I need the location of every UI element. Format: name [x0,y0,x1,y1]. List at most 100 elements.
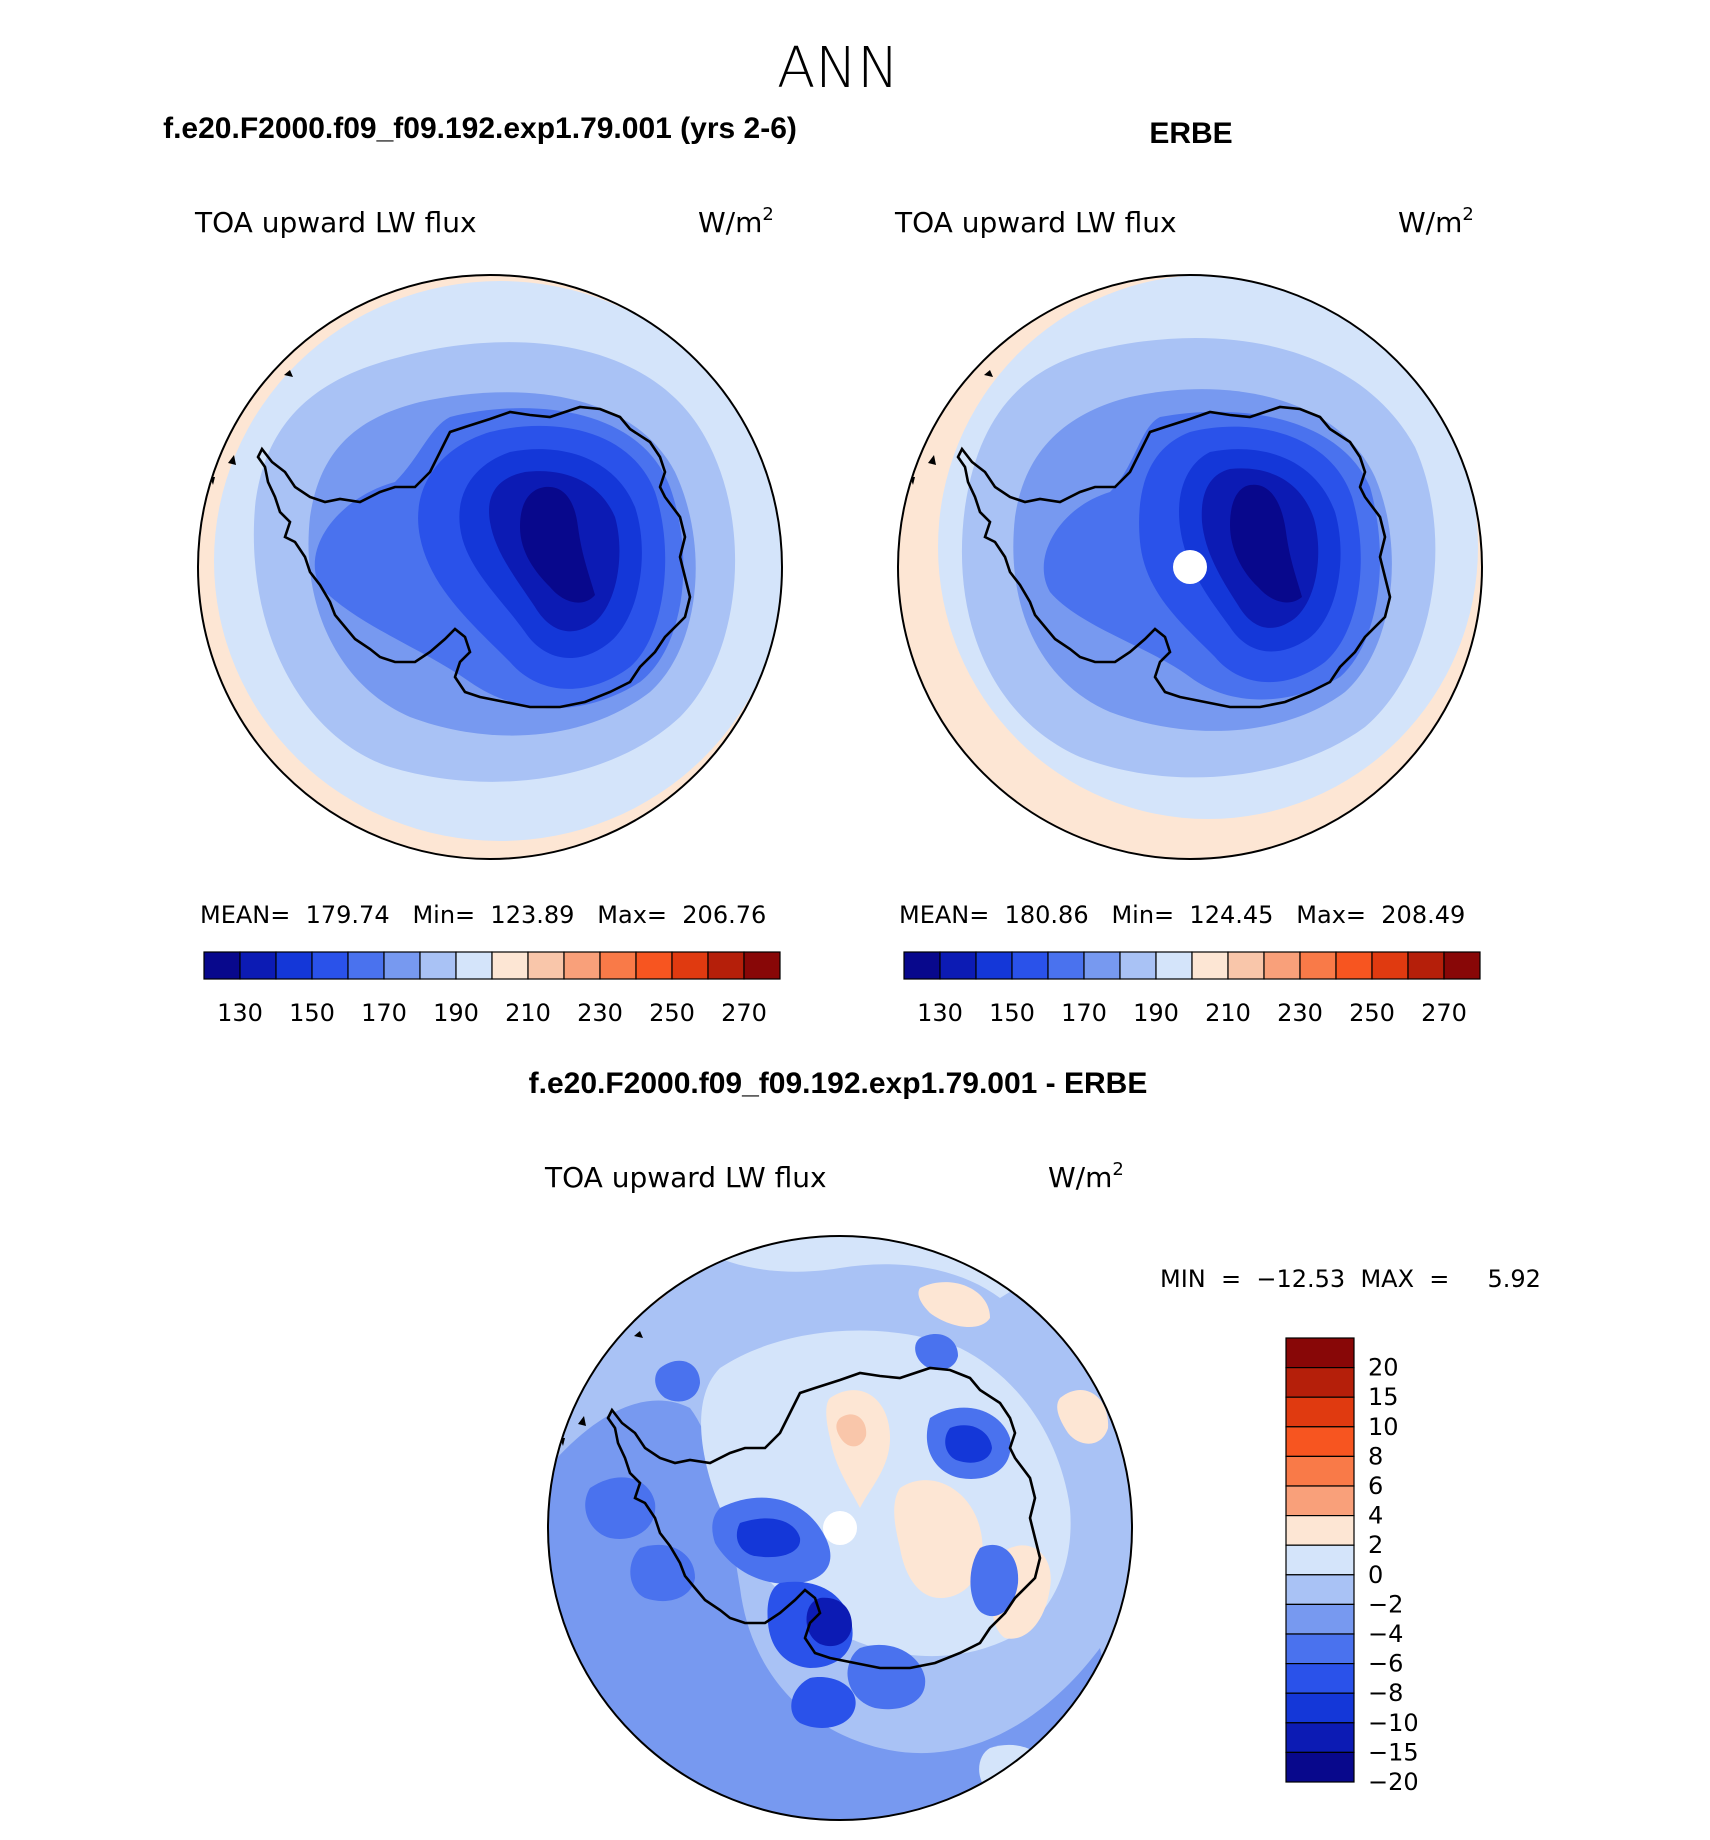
colorbar-tick-label: 130 [217,999,263,1027]
colorbar-swatch [1285,1722,1355,1753]
colorbar-swatch [1191,951,1229,980]
colorbar-swatch [671,951,709,980]
colorbar-swatch [1285,1485,1355,1517]
units-exponent: 2 [1112,1159,1123,1180]
colorbar-tick-label: 170 [361,999,407,1027]
colorbar-swatch [203,951,241,980]
colorbar-swatch [1285,1633,1355,1665]
colorbar-model: 130 150 170 190 210 230 250 270 [203,951,781,1027]
colorbar-tick-label: 130 [917,999,963,1027]
colorbar-swatch [1227,951,1265,980]
colorbar-swatch [239,951,277,980]
units-exponent: 2 [762,204,773,225]
colorbar-tick-label: 190 [433,999,479,1027]
colorbar-swatch [743,951,781,980]
polar-map-diff [547,1235,1133,1821]
colorbar-tick-label: 150 [989,999,1035,1027]
panel-obs: ERBE TOA upward LW flux W/m2 MEAN= 180.8… [894,117,1483,1027]
colorbar-tick-label: 250 [1349,999,1395,1027]
colorbar-tick-label: −4 [1368,1620,1403,1648]
colorbar-tick-label: 150 [289,999,335,1027]
colorbar-swatch [599,951,637,980]
units-label-obs: W/m2 [1398,204,1474,239]
colorbar-swatch [1285,1515,1355,1546]
colorbar-tick-label: −20 [1368,1768,1419,1796]
colorbar-swatch [275,951,313,980]
colorbar-swatch [1011,951,1049,980]
colorbar-tick-label: 0 [1368,1561,1383,1589]
colorbar-swatch [419,951,457,980]
colorbar-swatch [1285,1337,1355,1369]
colorbar-swatch [1155,951,1193,980]
colorbar-swatch [1371,951,1409,980]
variable-label-obs: TOA upward LW flux [894,206,1177,239]
colorbar-tick-label: 230 [577,999,623,1027]
variable-label-model: TOA upward LW flux [194,206,477,239]
units-base: W/m [1048,1161,1112,1194]
colorbar-tick-label: 2 [1368,1531,1383,1559]
colorbar-tick-label: 250 [649,999,695,1027]
colorbar-tick-label: 210 [1205,999,1251,1027]
panel-diff: f.e20.F2000.f09_f09.192.exp1.79.001 - ER… [529,1067,1541,1821]
colorbar-swatch [563,951,601,980]
colorbar-swatch [903,951,941,980]
colorbar-tick-label: 6 [1368,1472,1383,1500]
colorbar-swatch [1285,1692,1355,1724]
colorbar-swatch [347,951,385,980]
colorbar-swatch [455,951,493,980]
colorbar-tick-label: 10 [1368,1413,1399,1441]
colorbar-swatch [491,951,529,980]
units-label-diff: W/m2 [1048,1159,1124,1194]
minmax-label-diff: MIN = −12.53 MAX = 5.92 [1160,1265,1541,1293]
colorbar-swatch [939,951,977,980]
colorbar-tick-label: 15 [1368,1383,1399,1411]
colorbar-swatch [1407,951,1445,980]
colorbar-tick-label: 170 [1061,999,1107,1027]
colorbar-swatch [383,951,421,980]
colorbar-tick-label: 270 [721,999,767,1027]
colorbar-swatch [1285,1367,1355,1398]
panel-title-model: f.e20.F2000.f09_f09.192.exp1.79.001 (yrs… [163,112,797,145]
units-exponent: 2 [1462,204,1473,225]
panel-title-diff: f.e20.F2000.f09_f09.192.exp1.79.001 - ER… [529,1067,1148,1100]
colorbar-swatch [1285,1574,1355,1606]
colorbar-swatch [1285,1396,1355,1428]
colorbar-tick-label: −8 [1368,1679,1403,1707]
units-label-model: W/m2 [698,204,774,239]
colorbar-swatch [1285,1455,1355,1487]
colorbar-tick-label: 20 [1368,1354,1399,1382]
panel-model: f.e20.F2000.f09_f09.192.exp1.79.001 (yrs… [163,112,797,1027]
colorbar-swatch [1047,951,1085,980]
units-base: W/m [698,206,762,239]
colorbar-swatch [1285,1426,1355,1458]
colorbar-tick-label: 4 [1368,1502,1383,1530]
colorbar-swatch [1335,951,1373,980]
colorbar-tick-label: 230 [1277,999,1323,1027]
page-title: ANN [777,36,899,101]
polar-map-model [197,274,783,860]
colorbar-swatch [1285,1603,1355,1635]
colorbar-swatch [527,951,565,980]
colorbar-swatch [1285,1544,1355,1576]
variable-label-diff: TOA upward LW flux [544,1161,827,1194]
colorbar-swatch [975,951,1013,980]
colorbar-tick-label: −2 [1368,1590,1403,1618]
colorbar-obs: 130 150 170 190 210 230 250 270 [903,951,1481,1027]
colorbar-swatch [1299,951,1337,980]
colorbar-swatch [1443,951,1481,980]
colorbar-swatch [1285,1751,1355,1783]
colorbar-swatch [1263,951,1301,980]
colorbar-swatch [1285,1663,1355,1694]
colorbar-tick-label: 8 [1368,1442,1383,1470]
colorbar-tick-label: 190 [1133,999,1179,1027]
stats-label-model: MEAN= 179.74 Min= 123.89 Max= 206.76 [200,901,766,929]
colorbar-tick-label: −10 [1368,1709,1419,1737]
colorbar-swatch [1119,951,1157,980]
panel-title-obs: ERBE [1149,117,1232,150]
units-base: W/m [1398,206,1462,239]
polar-map-obs [897,274,1483,860]
colorbar-tick-label: −15 [1368,1738,1419,1766]
stats-label-obs: MEAN= 180.86 Min= 124.45 Max= 208.49 [899,901,1465,929]
colorbar-swatch [635,951,673,980]
